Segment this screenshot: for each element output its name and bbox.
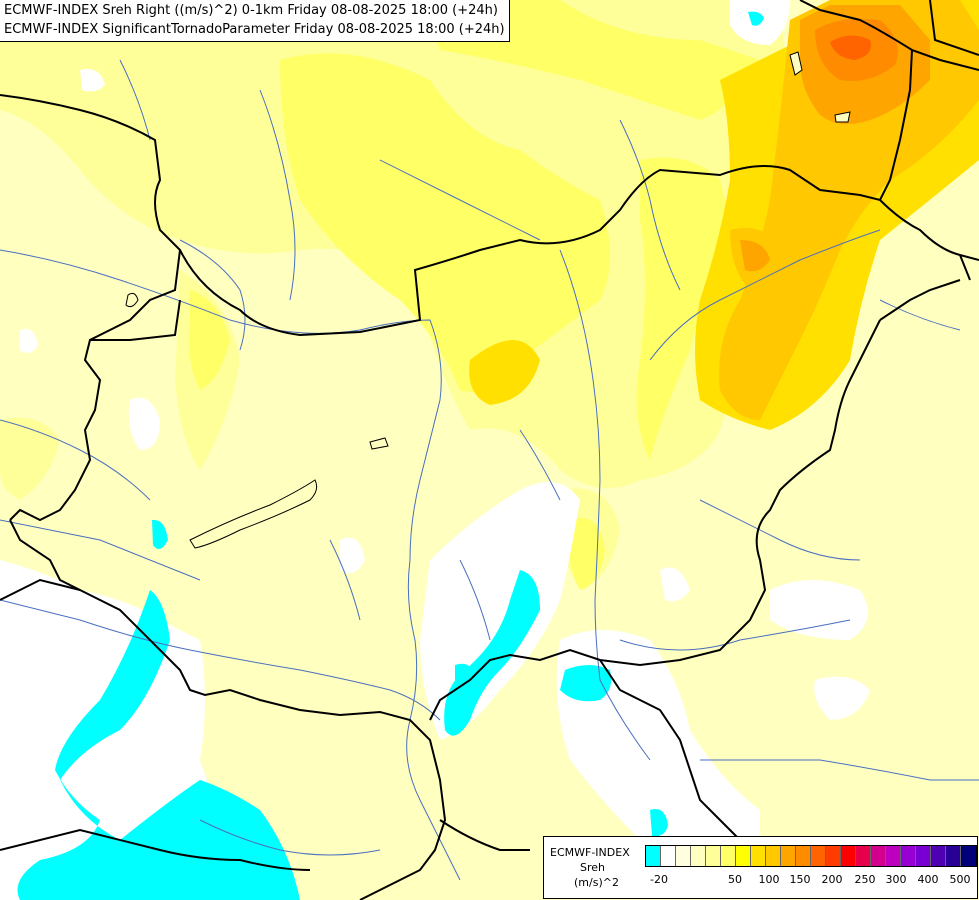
field-red (830, 35, 871, 60)
legend-tick: 100 (758, 873, 780, 886)
legend-variable-label: Sreh (580, 861, 606, 874)
legend-tick: 150 (789, 873, 811, 886)
legend-swatch (916, 846, 931, 866)
legend-tick: 50 (728, 873, 742, 886)
legend-swatch (931, 846, 946, 866)
legend-color-bar (645, 845, 977, 867)
legend-tick: -20 (650, 873, 668, 886)
title-line-1: ECMWF-INDEX Sreh Right ((m/s)^2) 0-1km F… (4, 3, 498, 18)
legend-tick: 300 (885, 873, 907, 886)
legend-swatch (706, 846, 721, 866)
legend-swatch (781, 846, 796, 866)
title-line-2: ECMWF-INDEX SignificantTornadoParameter … (4, 22, 505, 37)
legend-swatch (751, 846, 766, 866)
legend-swatch (676, 846, 691, 866)
legend-swatch (826, 846, 841, 866)
legend-tick-labels: -2050100150200250300400500700 (645, 873, 970, 889)
legend-swatch (811, 846, 826, 866)
legend-tick: 500 (949, 873, 971, 886)
legend-swatch (901, 846, 916, 866)
legend-swatch (796, 846, 811, 866)
legend-tick: 400 (917, 873, 939, 886)
field-yellow (188, 0, 760, 590)
legend-swatch (946, 846, 961, 866)
legend-model-label: ECMWF-INDEX (550, 846, 630, 859)
legend-swatch (646, 846, 661, 866)
legend-tick: 200 (821, 873, 843, 886)
legend-swatch (721, 846, 736, 866)
legend-swatch (841, 846, 856, 866)
legend-swatch (961, 846, 976, 866)
lakes (125, 51, 851, 549)
legend-swatch (871, 846, 886, 866)
legend-swatch (661, 846, 676, 866)
field-cyan (17, 11, 764, 900)
map-title-box: ECMWF-INDEX Sreh Right ((m/s)^2) 0-1km F… (0, 0, 510, 42)
rivers (0, 59, 979, 881)
legend-swatch (886, 846, 901, 866)
legend-tick: 250 (854, 873, 876, 886)
legend-swatch (691, 846, 706, 866)
color-legend: ECMWF-INDEX Sreh (m/s)^2 -20 50 100 150 200 2… (543, 836, 978, 899)
legend-swatch (736, 846, 751, 866)
legend-swatch (856, 846, 871, 866)
legend-swatch (766, 846, 781, 866)
legend-unit-label: (m/s)^2 (574, 876, 619, 889)
